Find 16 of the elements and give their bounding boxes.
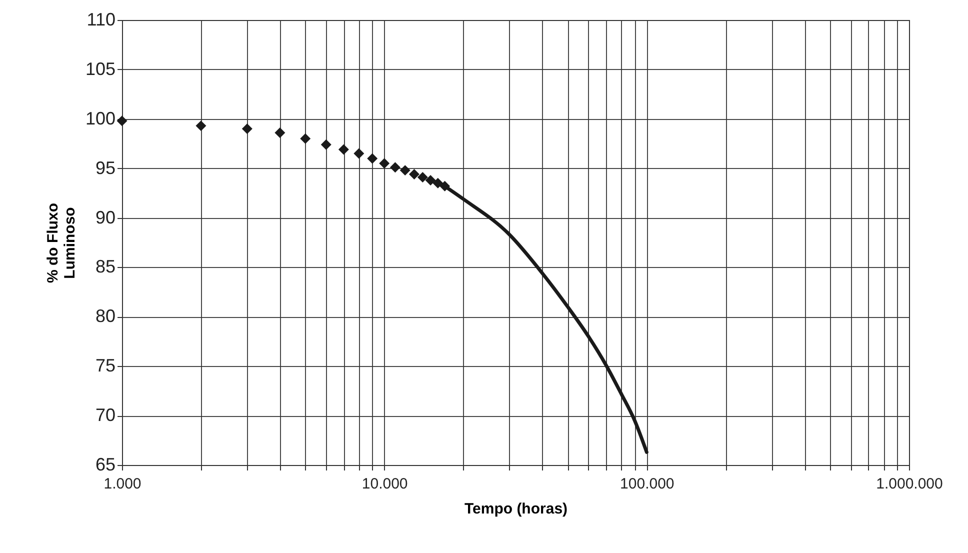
x-tick-label: 100.000 bbox=[620, 476, 674, 492]
y-axis-title: % do Fluxo Luminoso bbox=[44, 203, 78, 283]
x-tick-label: 1.000.000 bbox=[876, 476, 943, 492]
y-tick-label: 100 bbox=[85, 108, 116, 128]
y-tick-label: 110 bbox=[86, 10, 116, 30]
y-tick-label: 85 bbox=[95, 256, 116, 277]
y-tick-label: 75 bbox=[95, 356, 116, 376]
y-tick-label: 105 bbox=[85, 58, 116, 79]
y-tick-label: 90 bbox=[95, 207, 116, 228]
x-tick-label: 1.000 bbox=[104, 476, 142, 492]
x-tick-label: 10.000 bbox=[362, 476, 408, 492]
x-axis-title: Tempo (horas) bbox=[464, 500, 568, 518]
y-tick-label: 70 bbox=[95, 405, 116, 426]
y-tick-label: 65 bbox=[95, 454, 116, 474]
y-tick-label: 95 bbox=[95, 158, 116, 178]
y-tick-label: 80 bbox=[95, 306, 116, 326]
